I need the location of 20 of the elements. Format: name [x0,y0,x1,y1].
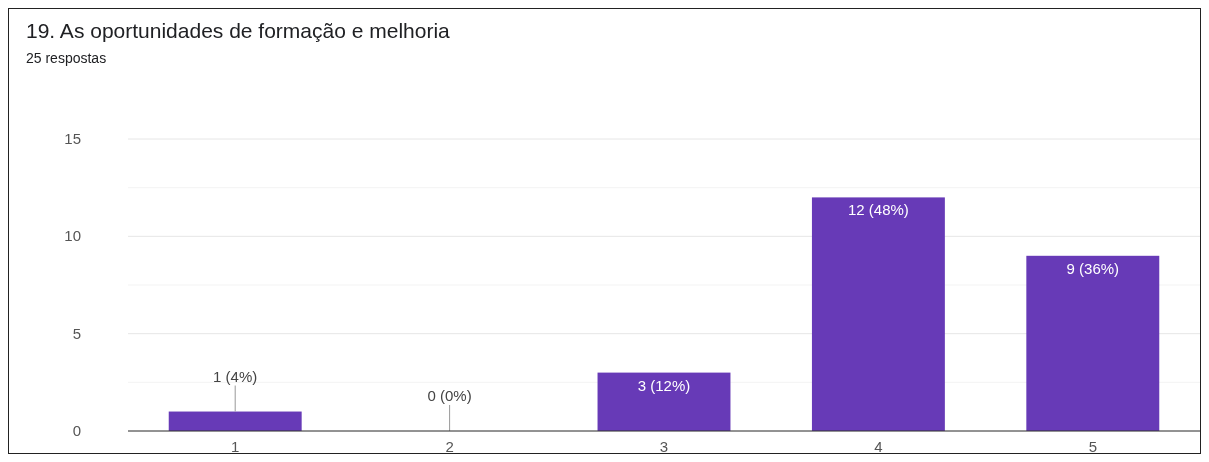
x-tick-label: 3 [659,438,669,455]
bar [811,197,945,431]
bar [168,411,302,431]
data-label: 9 (36%) [1066,259,1120,277]
chart-subtitle: 25 respostas [26,50,107,66]
data-label: 12 (48%) [847,201,909,219]
data-label: 0 (0%) [427,387,472,404]
y-tick-label: 5 [72,324,81,342]
bar [1026,255,1160,431]
data-label: 3 (12%) [637,376,691,394]
x-tick-label: 2 [445,438,454,455]
y-tick-label: 10 [64,227,81,245]
data-label: 1 (4%) [213,367,258,385]
chart-title: 19. As oportunidades de formação e melhoria [26,19,451,42]
x-tick-label: 5 [1088,438,1097,455]
x-tick-label: 1 [231,438,240,455]
y-tick-label: 0 [72,422,81,439]
x-tick-label: 4 [874,438,883,455]
bar [597,372,731,431]
y-tick-label: 15 [64,130,81,147]
